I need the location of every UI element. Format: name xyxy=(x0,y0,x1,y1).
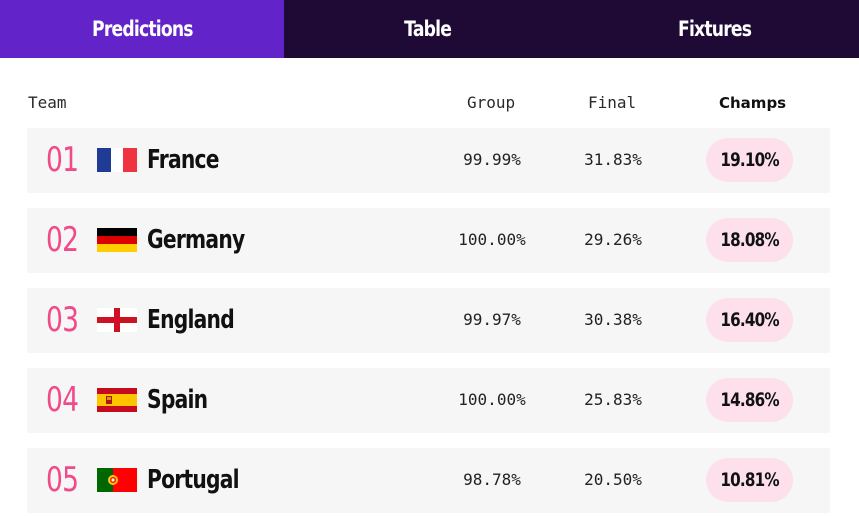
champs-probability: 19.10% xyxy=(720,149,779,171)
tab-fixtures-label: Fixtures xyxy=(678,17,752,41)
table-row[interactable]: 02 Germany 100.00% 29.26% 18.08% xyxy=(27,208,830,273)
final-probability: 31.83% xyxy=(584,150,642,169)
table-row[interactable]: 05 Portugal 98.78% 20.50% 10.81% xyxy=(27,448,830,513)
table-row[interactable]: 04 Spain 100.00% 25.83% 14.86% xyxy=(27,368,830,433)
tab-table-label: Table xyxy=(404,17,452,41)
team-name[interactable]: Germany xyxy=(147,225,245,255)
table-row[interactable]: 03 England 99.97% 30.38% 16.40% xyxy=(27,288,830,353)
rank-number: 02 xyxy=(46,220,79,260)
final-probability: 29.26% xyxy=(584,230,642,249)
england-flag-icon xyxy=(97,308,137,332)
champs-probability: 18.08% xyxy=(720,229,779,251)
column-header-team[interactable]: Team xyxy=(28,93,67,112)
champs-probability-badge: 19.10% xyxy=(706,138,793,182)
champs-probability-badge: 14.86% xyxy=(706,378,793,422)
group-probability: 100.00% xyxy=(458,230,526,249)
table-header: Team Group Final Champs xyxy=(0,93,859,115)
tab-predictions[interactable]: Predictions xyxy=(0,0,284,58)
column-header-final[interactable]: Final xyxy=(588,93,637,112)
tab-fixtures[interactable]: Fixtures xyxy=(571,0,859,58)
table-row[interactable]: 01 France 99.99% 31.83% 19.10% xyxy=(27,128,830,193)
germany-flag-icon xyxy=(97,228,137,252)
team-name[interactable]: Portugal xyxy=(147,465,240,495)
column-header-champs[interactable]: Champs xyxy=(719,94,787,112)
spain-flag-icon xyxy=(97,388,137,412)
tab-predictions-label: Predictions xyxy=(91,17,194,41)
champs-probability: 10.81% xyxy=(720,469,779,491)
rank-number: 05 xyxy=(46,460,79,500)
final-probability: 30.38% xyxy=(584,310,642,329)
champs-probability: 16.40% xyxy=(720,309,779,331)
rank-number: 01 xyxy=(46,140,79,180)
group-probability: 100.00% xyxy=(458,390,526,409)
column-header-group[interactable]: Group xyxy=(467,93,516,112)
rank-number: 03 xyxy=(46,300,79,340)
champs-probability-badge: 16.40% xyxy=(706,298,793,342)
rank-number: 04 xyxy=(46,380,79,420)
champs-probability: 14.86% xyxy=(720,389,779,411)
champs-probability-badge: 18.08% xyxy=(706,218,793,262)
final-probability: 25.83% xyxy=(584,390,642,409)
group-probability: 99.99% xyxy=(463,150,521,169)
final-probability: 20.50% xyxy=(584,470,642,489)
team-name[interactable]: England xyxy=(147,305,235,335)
france-flag-icon xyxy=(97,148,137,172)
group-probability: 98.78% xyxy=(463,470,521,489)
group-probability: 99.97% xyxy=(463,310,521,329)
tab-table[interactable]: Table xyxy=(284,0,571,58)
team-name[interactable]: France xyxy=(147,145,220,175)
team-name[interactable]: Spain xyxy=(147,385,208,415)
tab-bar: Predictions Table Fixtures xyxy=(0,0,859,58)
portugal-flag-icon xyxy=(97,468,137,492)
champs-probability-badge: 10.81% xyxy=(706,458,793,502)
